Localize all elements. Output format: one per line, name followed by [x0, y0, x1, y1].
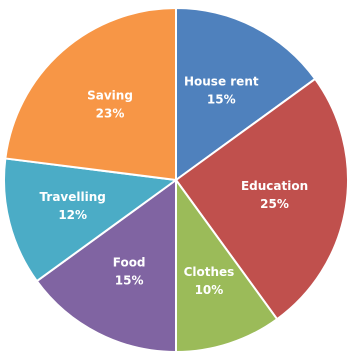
pie-slices	[3, 6, 349, 354]
slice-label-house-rent: House rent	[184, 75, 259, 89]
pie-slice-travelling	[3, 157, 179, 283]
slice-value-education: 25%	[260, 197, 289, 211]
slice-value-clothes: 10%	[195, 283, 224, 297]
slice-value-house-rent: 15%	[207, 93, 236, 107]
slice-label-food: Food	[113, 255, 146, 269]
pie-slice-education	[174, 77, 349, 321]
slice-label-clothes: Clothes	[184, 265, 235, 279]
slice-value-saving: 23%	[96, 107, 125, 121]
slice-label-saving: Saving	[87, 89, 133, 103]
pie-slice-saving	[4, 6, 177, 182]
slice-label-education: Education	[241, 179, 308, 193]
slice-value-food: 15%	[115, 273, 144, 287]
pie-labels: House rent 15% Education 25% Clothes 10% Food 1…	[40, 75, 309, 297]
pie-slice-house-rent	[175, 6, 317, 182]
pie-slice-food	[35, 178, 177, 354]
slice-label-travelling: Travelling	[40, 190, 106, 204]
pie-slice-clothes	[175, 176, 279, 354]
slice-value-travelling: 12%	[58, 208, 87, 222]
